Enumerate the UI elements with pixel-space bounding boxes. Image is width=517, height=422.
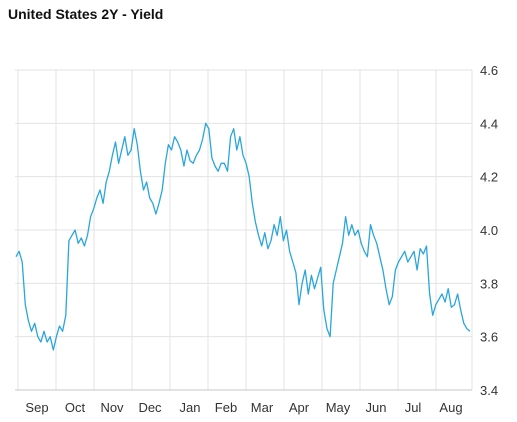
series-layer — [15, 122, 471, 351]
x-tick-label: Jun — [366, 400, 387, 415]
x-tick-label: Aug — [439, 400, 462, 415]
y-tick-label: 3.8 — [480, 276, 498, 291]
x-tick-label: May — [326, 400, 351, 415]
axis-labels: 3.4 3.6 3.8 4.0 4.2 4.4 4.6 Sep Oct Nov Dec Jan Feb M… — [15, 63, 498, 415]
x-tick-label: Mar — [251, 400, 274, 415]
x-tick-label: Apr — [289, 400, 310, 415]
chart-title: United States 2Y - Yield — [8, 6, 164, 22]
x-tick-label: Dec — [138, 400, 162, 415]
x-tick-label: Jan — [180, 400, 201, 415]
y-tick-label: 4.2 — [480, 170, 498, 185]
gridlines — [15, 69, 473, 391]
series-line — [15, 122, 471, 351]
x-tick-label: Nov — [100, 400, 124, 415]
x-tick-label: Oct — [65, 400, 86, 415]
x-tick-label: Feb — [215, 400, 237, 415]
y-tick-label: 4.4 — [480, 116, 498, 131]
y-tick-label: 4.0 — [480, 223, 498, 238]
y-tick-label: 3.6 — [480, 330, 498, 345]
x-tick-label: Sep — [25, 400, 48, 415]
y-tick-label: 3.4 — [480, 383, 498, 398]
x-tick-label: Jul — [405, 400, 422, 415]
y-tick-label: 4.6 — [480, 63, 498, 78]
